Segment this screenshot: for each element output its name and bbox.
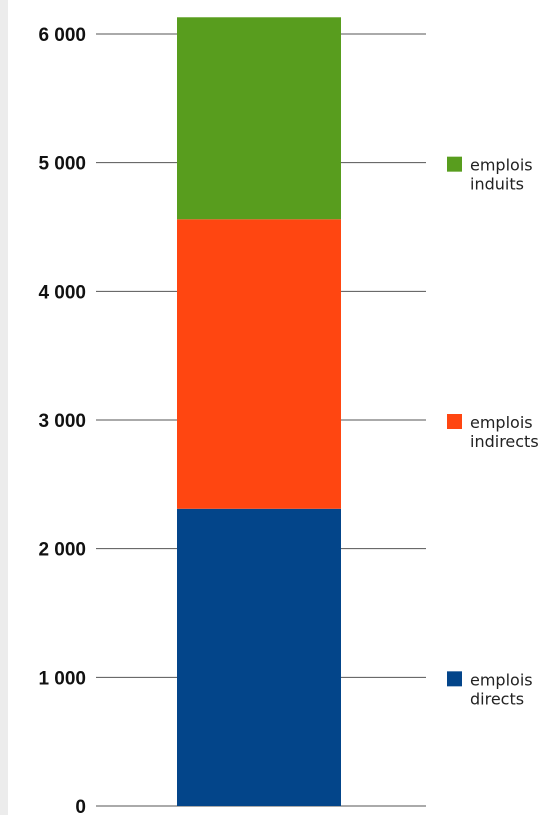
- y-tick-label: 5 000: [38, 154, 86, 175]
- bar-segment-emplois-induits: [177, 17, 341, 220]
- legend-label-line2: induits: [470, 175, 524, 194]
- bar-segments: [177, 17, 341, 806]
- y-axis-tick-labels: 0 1 000 2 000 3 000 4 000 5 000 6 000: [38, 25, 86, 815]
- legend: emploisinduitsemploisindirectsemploisdir…: [447, 156, 539, 708]
- legend-swatch: [447, 414, 462, 429]
- y-tick-label: 2 000: [38, 540, 86, 561]
- legend-label-line1: emplois: [470, 413, 533, 432]
- legend-label-line2: indirects: [470, 432, 539, 451]
- y-tick-label: 6 000: [38, 25, 86, 46]
- bar-segment-emplois-directs: [177, 508, 341, 806]
- legend-swatch: [447, 671, 462, 687]
- bar-segment-emplois-indirects: [177, 219, 341, 509]
- y-tick-label: 1 000: [38, 668, 86, 689]
- legend-swatch: [447, 156, 462, 172]
- y-tick-label: 3 000: [38, 411, 86, 432]
- y-tick-label: 0: [75, 797, 86, 815]
- legend-label-line1: emplois: [470, 156, 533, 175]
- legend-label-line1: emplois: [470, 670, 533, 689]
- legend-label-line2: directs: [470, 689, 524, 708]
- y-tick-label: 4 000: [38, 282, 86, 303]
